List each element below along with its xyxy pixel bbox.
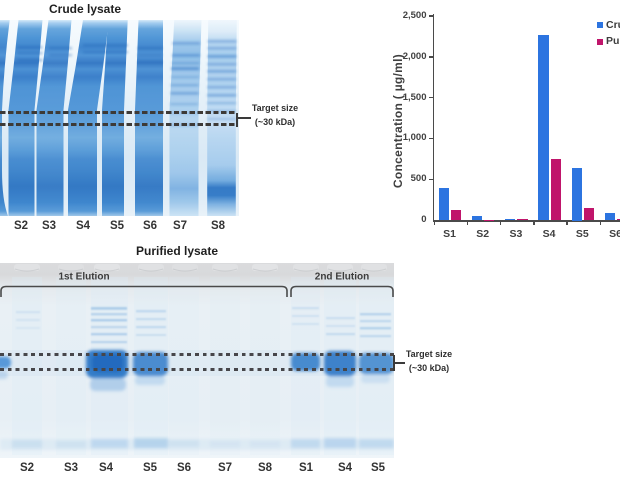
svg-text:1st Elution: 1st Elution: [58, 272, 109, 283]
svg-text:2nd Elution: 2nd Elution: [315, 272, 369, 283]
